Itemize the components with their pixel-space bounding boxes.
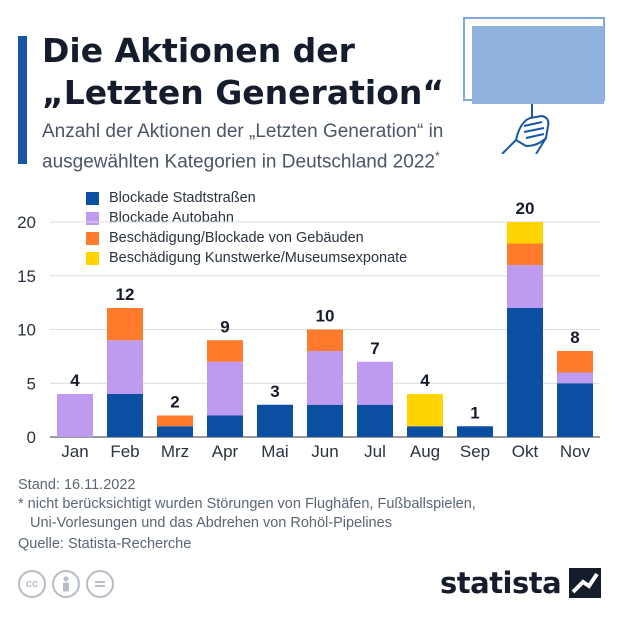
- title-accent-bar: [18, 36, 27, 164]
- legend-item-stadtstrassen: Blockade Stadtstraßen: [86, 188, 407, 208]
- stacked-bar-chart: 0 5 10 15 20 4 Jan 12 Feb 2 Mrz 9 Apr 3 Mai 10 Jun 7 Jul 4 A…: [17, 200, 600, 461]
- bar-segment-jun-series-1: [307, 351, 343, 405]
- bar-segment-jun-series-0: [307, 404, 343, 437]
- bar-total-label: 8: [570, 328, 579, 347]
- bar-total-label: 7: [370, 339, 379, 358]
- footnote: * nicht berücksichtigt wurden Störungen …: [18, 495, 476, 533]
- footnote-line-1: * nicht berücksichtigt wurden Störungen …: [18, 496, 476, 512]
- bar-segment-nov-series-0: [557, 383, 593, 437]
- legend-item-gebaeude: Beschädigung/Blockade von Gebäuden: [86, 228, 407, 248]
- statista-logo-mark-icon: [569, 568, 602, 598]
- bar-segment-nov-series-2: [557, 351, 593, 373]
- y-tick-label: 10: [17, 321, 36, 340]
- bar-total-label: 4: [420, 371, 430, 390]
- attribution-person-icon[interactable]: [52, 570, 80, 598]
- y-tick-label: 15: [17, 267, 36, 286]
- bar-segment-okt-series-1: [507, 265, 543, 308]
- statista-logo[interactable]: statista: [440, 566, 602, 600]
- y-tick-label: 0: [27, 428, 36, 447]
- title-line-1: Die Aktionen der: [42, 31, 355, 70]
- bar-total-label: 12: [116, 285, 135, 304]
- subtitle-footnote-mark: *: [434, 149, 440, 163]
- bar-segment-apr-series-1: [207, 361, 243, 416]
- x-tick-label: Nov: [560, 442, 591, 461]
- x-tick-label: Jun: [311, 442, 338, 461]
- bar-segment-mrz-series-0: [157, 426, 193, 437]
- x-tick-label: Okt: [512, 442, 539, 461]
- x-tick-label: Jan: [61, 442, 88, 461]
- bar-segment-jul-series-1: [357, 361, 393, 405]
- bar-segment-okt-series-0: [507, 308, 543, 437]
- bar-segment-mrz-series-2: [157, 415, 193, 427]
- bar-total-label: 4: [70, 371, 80, 390]
- source-text: Quelle: Statista-Recherche: [18, 536, 192, 552]
- chart-footer: Stand: 16.11.2022 * nicht berücksichtigt…: [18, 476, 476, 554]
- legend-label-kunstwerke: Beschädigung Kunstwerke/Museumsexponate: [109, 250, 408, 266]
- statista-wordmark: statista: [440, 566, 562, 600]
- bar-total-label: 10: [316, 307, 335, 326]
- bar-total-label: 9: [220, 317, 229, 336]
- no-derivatives-icon[interactable]: [86, 570, 114, 598]
- bar-segment-jul-series-0: [357, 404, 393, 437]
- bar-total-label: 3: [270, 382, 279, 401]
- title-line-2: „Letzten Generation“: [42, 73, 445, 112]
- x-tick-label: Feb: [110, 442, 139, 461]
- chart-legend: Blockade Stadtstraßen Blockade Autobahn …: [86, 188, 407, 268]
- legend-swatch-gebaeude: [86, 231, 99, 245]
- bar-segment-feb-series-2: [107, 308, 143, 341]
- bar-segment-mai-series-0: [257, 404, 293, 437]
- legend-swatch-autobahn: [86, 211, 99, 225]
- bar-total-label: 20: [516, 200, 535, 218]
- bar-segment-okt-series-3: [507, 222, 543, 244]
- legend-label-gebaeude: Beschädigung/Blockade von Gebäuden: [109, 230, 364, 246]
- x-tick-label: Mrz: [161, 442, 189, 461]
- bar-segment-sep-series-0: [457, 426, 493, 437]
- legend-label-stadtstrassen: Blockade Stadtstraßen: [109, 190, 256, 206]
- y-tick-label: 20: [17, 213, 36, 232]
- license-icons: cc: [18, 570, 114, 598]
- bar-segment-apr-series-0: [207, 415, 243, 437]
- bar-segment-jun-series-2: [307, 329, 343, 351]
- creative-commons-icon[interactable]: cc: [18, 570, 46, 598]
- bar-segment-apr-series-2: [207, 340, 243, 362]
- bar-segment-nov-series-1: [557, 372, 593, 384]
- bar-total-label: 2: [170, 393, 179, 412]
- bar-segment-feb-series-1: [107, 340, 143, 394]
- bar-segment-okt-series-2: [507, 243, 543, 265]
- x-tick-label: Jul: [364, 442, 386, 461]
- footnote-line-2: Uni-Vorlesungen und das Abdrehen von Roh…: [30, 515, 392, 531]
- x-tick-label: Sep: [460, 442, 490, 461]
- x-tick-label: Mai: [261, 442, 288, 461]
- protest-sign-illustration: [463, 17, 605, 154]
- chart-subtitle: Anzahl der Aktionen der „Letzten Generat…: [42, 120, 512, 174]
- bar-segment-feb-series-0: [107, 394, 143, 437]
- bar-segment-jan-series-1: [57, 394, 93, 437]
- subtitle-text: Anzahl der Aktionen der „Letzten Generat…: [42, 121, 444, 173]
- chart-title: Die Aktionen der „Letzten Generation“: [42, 30, 444, 114]
- bar-total-label: 1: [470, 403, 479, 422]
- legend-swatch-kunstwerke: [86, 251, 99, 265]
- y-tick-label: 5: [27, 374, 36, 393]
- stand-date: Stand: 16.11.2022: [18, 477, 136, 493]
- legend-swatch-stadtstrassen: [86, 191, 99, 205]
- x-tick-label: Aug: [410, 442, 440, 461]
- bar-segment-aug-series-3: [407, 394, 443, 427]
- legend-item-kunstwerke: Beschädigung Kunstwerke/Museumsexponate: [86, 248, 407, 268]
- bar-segment-aug-series-0: [407, 426, 443, 437]
- x-tick-label: Apr: [212, 442, 239, 461]
